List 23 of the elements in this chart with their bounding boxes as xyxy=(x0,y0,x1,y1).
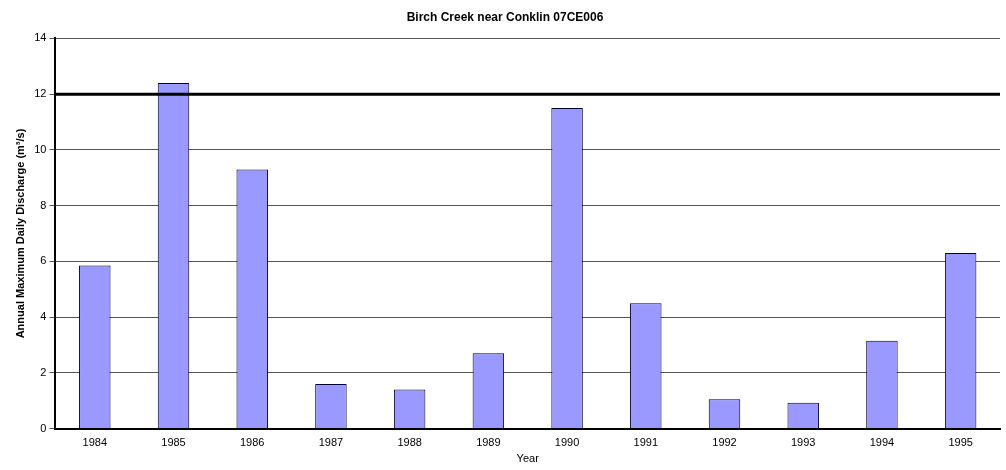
x-tick-label: 1995 xyxy=(948,436,973,449)
x-tick-label: 1985 xyxy=(161,436,186,449)
x-tick-label: 1990 xyxy=(554,436,580,449)
x-tick-label: 1993 xyxy=(790,436,816,449)
x-tick-label: 1989 xyxy=(476,436,501,449)
x-tick-label: 1984 xyxy=(82,436,108,449)
y-axis-title: Annual Maximum Daily Discharge (m³/s) xyxy=(13,128,26,339)
x-tick-label: 1988 xyxy=(397,436,422,449)
y-tick-label: 0 xyxy=(40,421,47,434)
y-tick-label: 8 xyxy=(40,198,47,211)
y-tick-label: 14 xyxy=(34,31,47,44)
y-tick-label: 12 xyxy=(34,87,47,100)
y-tick-label: 4 xyxy=(40,310,47,323)
y-tick-label: 6 xyxy=(40,254,47,267)
x-tick-label: 1987 xyxy=(318,436,344,449)
x-tick-label: 1994 xyxy=(869,436,895,449)
x-tick-label: 1991 xyxy=(633,436,659,449)
x-tick-label: 1992 xyxy=(712,436,737,449)
chart-title: Birch Creek near Conklin 07CE006 xyxy=(406,9,604,24)
x-tick-label: 1986 xyxy=(239,436,265,449)
y-tick-label: 10 xyxy=(34,142,47,155)
y-tick-label: 2 xyxy=(40,365,47,378)
x-axis-title: Year xyxy=(516,452,540,465)
